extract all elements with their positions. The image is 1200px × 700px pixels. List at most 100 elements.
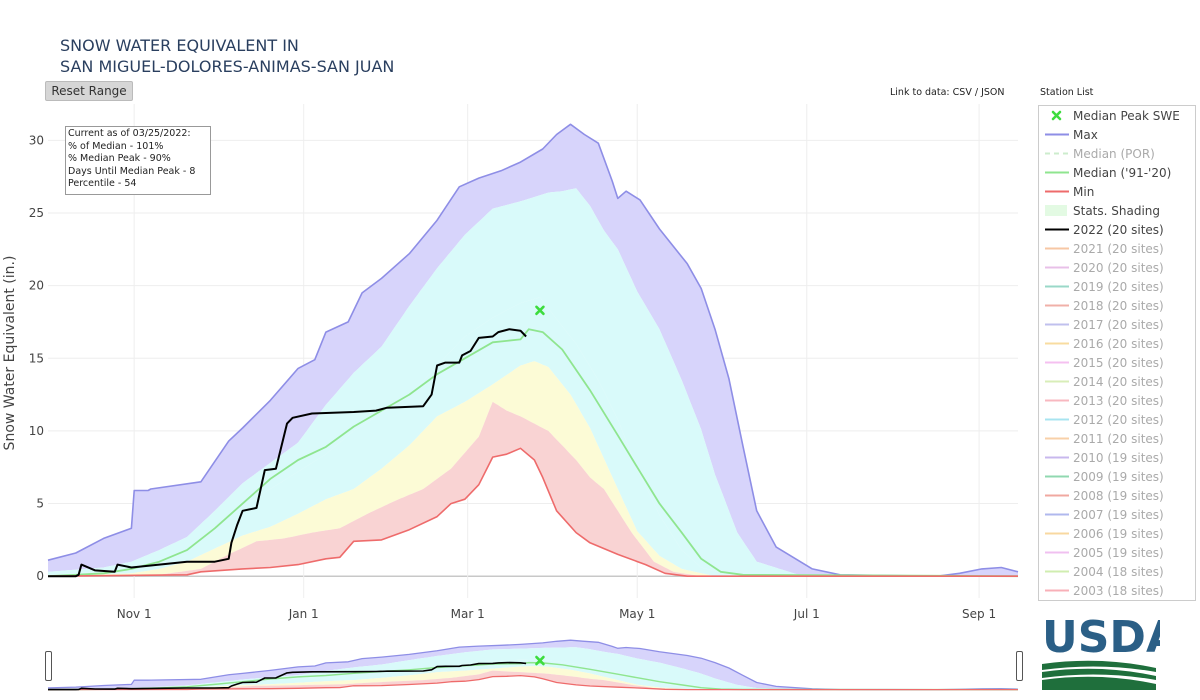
- y-tick-label: 30: [29, 133, 44, 147]
- legend-label: 2020 (20 sites): [1073, 260, 1164, 275]
- x-tick-label: May 1: [619, 607, 655, 621]
- data-links: Link to data: CSV / JSON: [890, 87, 1005, 98]
- usda-logo-text: USDA: [1042, 612, 1160, 663]
- median-peak-marker: [535, 305, 545, 316]
- y-tick-label: 20: [29, 279, 44, 293]
- band-upper: [48, 188, 1018, 577]
- x-tick-label: Sep 1: [962, 607, 996, 621]
- legend-swatch: [1045, 228, 1069, 231]
- legend-swatch: [1045, 342, 1069, 345]
- legend-item[interactable]: Median (POR): [1039, 144, 1195, 163]
- legend-swatch: [1045, 418, 1069, 421]
- legend-item[interactable]: 2022 (20 sites): [1039, 220, 1195, 239]
- legend-label: 2015 (20 sites): [1073, 355, 1164, 370]
- legend-item[interactable]: 2003 (18 sites): [1039, 581, 1195, 600]
- csv-link[interactable]: CSV: [952, 87, 972, 98]
- legend-label: Median (POR): [1073, 146, 1155, 161]
- legend-item[interactable]: 2008 (19 sites): [1039, 486, 1195, 505]
- chart-title-line2: SAN MIGUEL-DOLORES-ANIMAS-SAN JUAN: [60, 57, 395, 76]
- legend-item[interactable]: 2020 (20 sites): [1039, 258, 1195, 277]
- legend-item[interactable]: Median Peak SWE: [1039, 106, 1195, 125]
- legend-swatch: [1045, 285, 1069, 288]
- legend-swatch: [1045, 171, 1069, 174]
- legend-label: 2004 (18 sites): [1073, 564, 1164, 579]
- legend-item[interactable]: 2011 (20 sites): [1039, 429, 1195, 448]
- legend-item[interactable]: 2007 (19 sites): [1039, 505, 1195, 524]
- range-slider-right-handle[interactable]: [1016, 651, 1023, 681]
- legend-swatch: [1045, 551, 1069, 554]
- legend-swatch: [1045, 361, 1069, 364]
- legend-item[interactable]: 2015 (20 sites): [1039, 353, 1195, 372]
- info-line: % of Median - 101%: [68, 140, 164, 152]
- legend-item[interactable]: 2016 (20 sites): [1039, 334, 1195, 353]
- legend-label: Min: [1073, 184, 1095, 199]
- info-line: Current as of 03/25/2022:: [68, 128, 191, 139]
- legend-item[interactable]: 2006 (19 sites): [1039, 524, 1195, 543]
- y-axis-label: Snow Water Equivalent (in.): [2, 255, 18, 451]
- legend-label: 2005 (19 sites): [1073, 545, 1164, 560]
- series-median-line: [47, 661, 1019, 691]
- x-tick-label: Nov 1: [117, 607, 152, 621]
- median-peak-x: [535, 305, 545, 316]
- legend-item[interactable]: 2005 (19 sites): [1039, 543, 1195, 562]
- station-list-link[interactable]: Station List: [1040, 87, 1094, 98]
- legend-swatch: [1045, 475, 1069, 478]
- x-tick-label: Mar 1: [451, 607, 485, 621]
- legend-item[interactable]: 2010 (19 sites): [1039, 448, 1195, 467]
- legend-label: 2012 (20 sites): [1073, 412, 1164, 427]
- legend-item[interactable]: Median ('91-'20): [1039, 163, 1195, 182]
- legend-item[interactable]: 2019 (20 sites): [1039, 277, 1195, 296]
- x-tick-label: Jul 1: [793, 607, 820, 621]
- band-lower-min: [48, 670, 1018, 690]
- legend-item[interactable]: 2018 (20 sites): [1039, 296, 1195, 315]
- legend-item[interactable]: Stats. Shading: [1039, 201, 1195, 220]
- y-tick-label: 10: [29, 424, 44, 438]
- legend-label: 2022 (20 sites): [1073, 222, 1164, 237]
- band-max-upper: [48, 640, 1018, 690]
- legend-item[interactable]: Max: [1039, 125, 1195, 144]
- legend-label: 2008 (19 sites): [1073, 488, 1164, 503]
- reset-range-button[interactable]: Reset Range: [45, 81, 133, 101]
- legend-item[interactable]: 2021 (20 sites): [1039, 239, 1195, 258]
- legend-item[interactable]: Min: [1039, 182, 1195, 201]
- legend-item[interactable]: 2004 (18 sites): [1039, 562, 1195, 581]
- series-2022-line: [48, 661, 527, 691]
- legend-item[interactable]: 2014 (20 sites): [1039, 372, 1195, 391]
- legend-label: Max: [1073, 127, 1098, 142]
- legend-item[interactable]: 2012 (20 sites): [1039, 410, 1195, 429]
- band-upper: [48, 647, 1018, 690]
- json-link[interactable]: JSON: [981, 87, 1005, 98]
- legend-item[interactable]: 2013 (20 sites): [1039, 391, 1195, 410]
- range-slider-left-handle[interactable]: [45, 651, 52, 681]
- y-tick-label: 0: [36, 569, 44, 583]
- legend-swatch: [1045, 152, 1069, 155]
- legend-label: 2018 (20 sites): [1073, 298, 1164, 313]
- legend-label: 2010 (19 sites): [1073, 450, 1164, 465]
- median-peak-marker: [535, 655, 545, 666]
- legend-swatch: [1045, 380, 1069, 383]
- series-min-line: [47, 674, 1018, 691]
- axes: 0 5 10 15 20 25 30 Nov 1 Jan 1 Mar 1 May 1 Jul 1 Sep…: [29, 133, 996, 621]
- y-tick-label: 25: [29, 206, 44, 220]
- legend-item[interactable]: 2009 (19 sites): [1039, 467, 1195, 486]
- legend-label: 2011 (20 sites): [1073, 431, 1164, 446]
- legend-swatch: [1045, 304, 1069, 307]
- legend-swatch: [1045, 266, 1069, 269]
- legend-swatch: [1051, 110, 1062, 121]
- link-separator: /: [971, 87, 982, 98]
- usda-logo: USDA: [1042, 612, 1160, 690]
- legend-swatch: [1045, 190, 1069, 193]
- series-median-line: [47, 328, 1019, 578]
- y-tick-label: 5: [36, 497, 44, 511]
- info-line: % Median Peak - 90%: [68, 153, 171, 164]
- x-tick-label: Jan 1: [288, 607, 319, 621]
- band-lower-mid: [48, 361, 1018, 577]
- legend-item[interactable]: 2017 (20 sites): [1039, 315, 1195, 334]
- legend-label: 2003 (18 sites): [1073, 583, 1164, 598]
- legend-label: 2021 (20 sites): [1073, 241, 1164, 256]
- legend-label: 2007 (19 sites): [1073, 507, 1164, 522]
- current-status-box: Current as of 03/25/2022: % of Median - …: [65, 126, 211, 195]
- legend-swatch: [1045, 494, 1069, 497]
- chart-title: SNOW WATER EQUIVALENT IN SAN MIGUEL-DOLO…: [60, 35, 394, 77]
